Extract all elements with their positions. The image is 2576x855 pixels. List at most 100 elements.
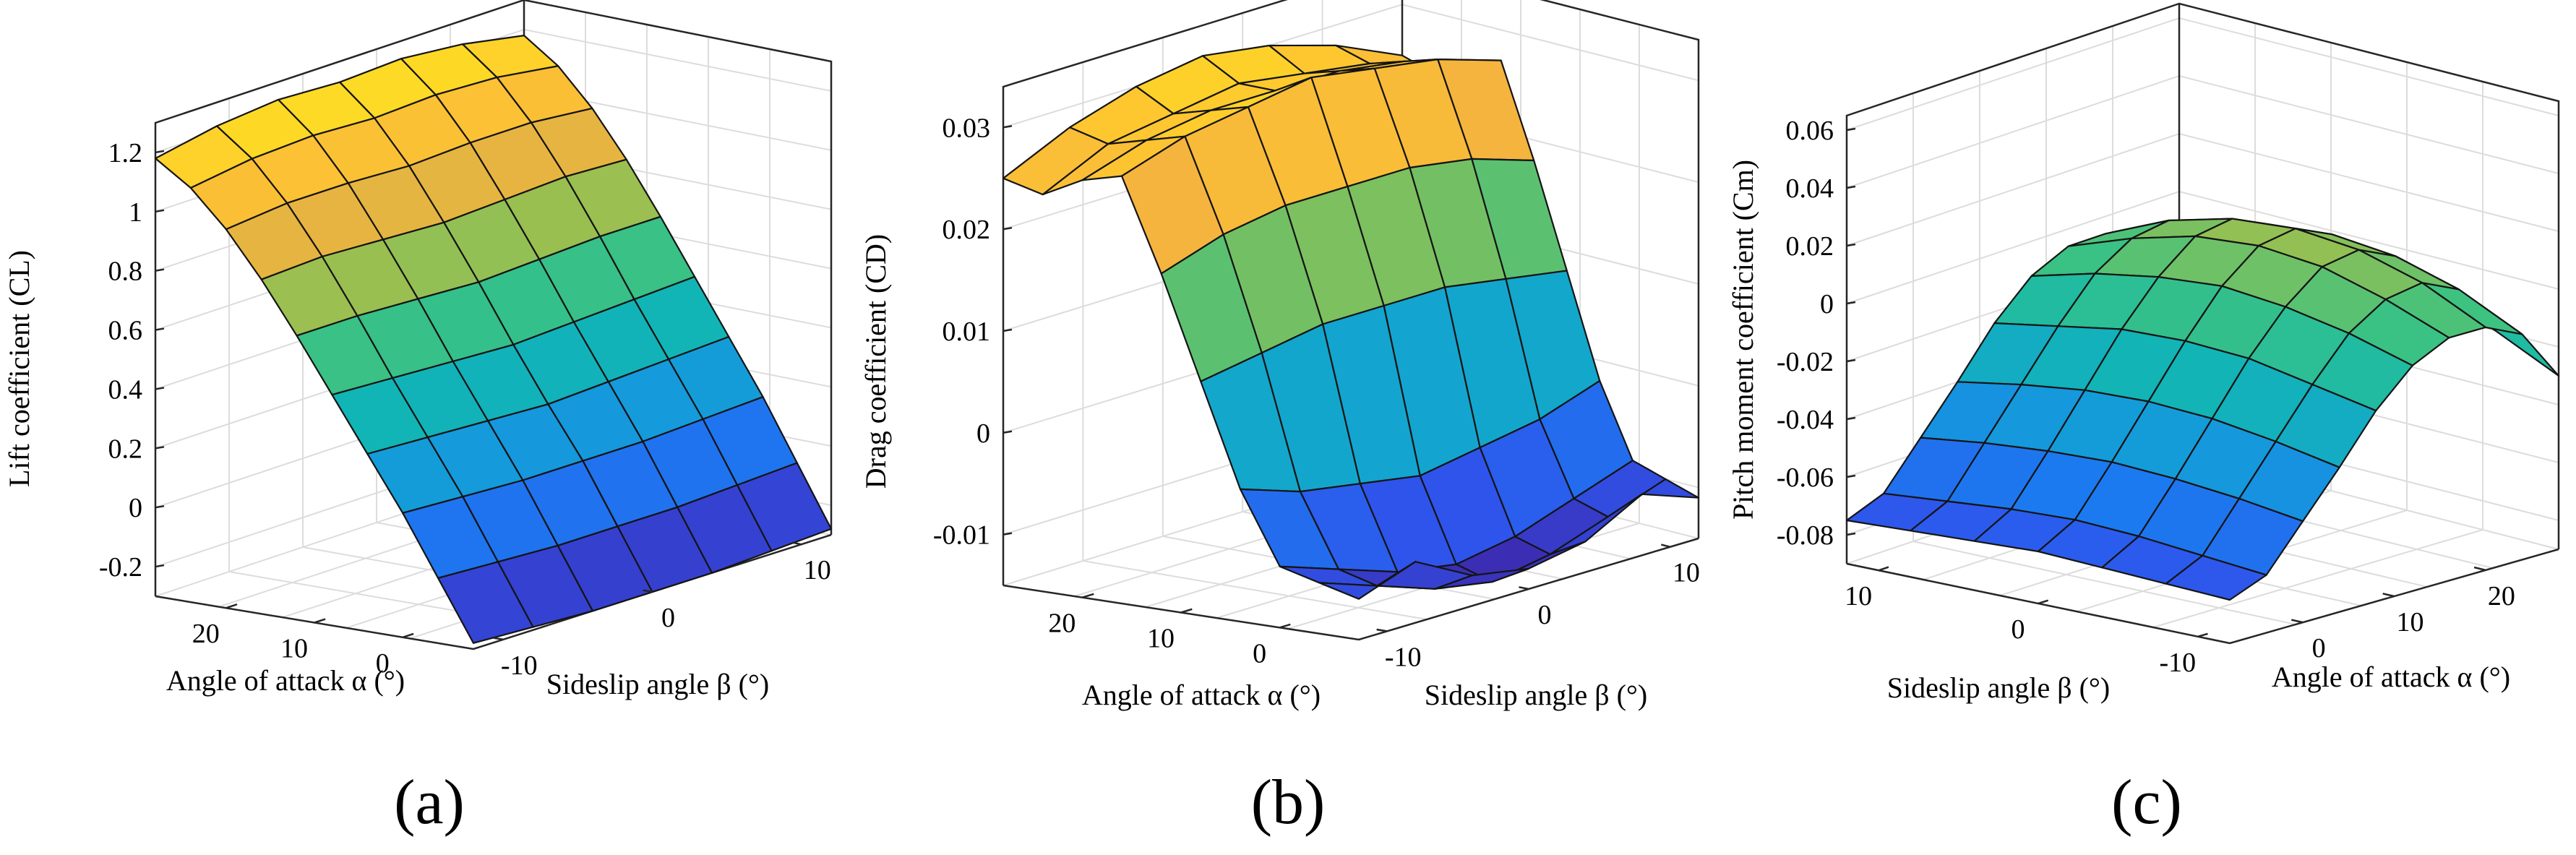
z-tick-label: 0.01 (943, 317, 991, 347)
panel-caption-a: (a) (394, 768, 465, 838)
alpha-tick-label: 10 (280, 634, 308, 664)
back-wall-edges (154, 0, 833, 596)
beta-tick-label: -10 (2160, 648, 2197, 678)
z-tick-mark (155, 446, 165, 450)
z-tick-mark (1846, 532, 1856, 536)
z-tick-mark (155, 564, 165, 568)
beta-tick-mark (1376, 628, 1388, 632)
z-tick-mark (1846, 301, 1856, 305)
z-tick-mark (1846, 243, 1856, 247)
z-tick-mark (1003, 532, 1013, 536)
z-tick-label: -0.04 (1777, 405, 1834, 435)
beta-tick-label: 10 (804, 555, 831, 585)
z-tick-label: 0.6 (108, 316, 143, 346)
alpha-tick-mark (314, 618, 326, 624)
alpha-tick-label: 0 (1253, 638, 1266, 669)
floor-front-edges (1003, 537, 1699, 641)
beta-tick-mark (2197, 632, 2208, 638)
floor-ticks: 20 10 0 -10 0 10 (1048, 543, 1700, 672)
alpha-tick-label: 20 (1048, 609, 1076, 639)
beta-tick-mark (1519, 586, 1529, 590)
alpha-tick-mark (1279, 623, 1291, 629)
beta-axis-label: Sideslip angle β (°) (1887, 671, 2111, 704)
z-tick-mark (1003, 328, 1013, 332)
beta-tick-label: -10 (501, 650, 538, 681)
alpha-tick-label: 0 (2312, 633, 2326, 663)
z-tick-label: 1 (129, 197, 142, 228)
surface-facet (1318, 561, 1417, 600)
beta-tick-mark (1878, 566, 1889, 572)
alpha-axis-label: Angle of attack α (°) (1082, 679, 1321, 711)
z-tick-label: 0.4 (108, 374, 143, 405)
beta-axis-label: Sideslip angle β (°) (546, 668, 770, 700)
axis-labels: Angle of attack α (°) Sideslip angle β (°… (859, 234, 1647, 711)
z-tick-label: -0.2 (99, 552, 142, 583)
z-tick-mark (1846, 358, 1856, 363)
floor-gridline (1912, 541, 2296, 625)
alpha-tick-mark (226, 603, 238, 609)
z-tick-mark (1846, 185, 1856, 189)
axis-labels: Angle of attack α (°) Sideslip angle β (°… (1727, 160, 2510, 704)
z-axis-label: Drag coefficient (CD) (859, 234, 892, 489)
beta-tick-label: -10 (1385, 642, 1422, 672)
z-tick-mark (155, 268, 165, 272)
surface (1845, 218, 2560, 601)
axis-labels: Angle of attack α (°) Sideslip angle β (°… (3, 250, 769, 700)
z-tick-label: 0.2 (108, 434, 143, 464)
z-tick-label: -0.02 (1777, 347, 1834, 377)
z-axis-label: Pitch moment coefficient (Cm) (1727, 160, 1759, 520)
alpha-tick-label: 20 (192, 619, 220, 649)
surface-facet (2165, 554, 2267, 601)
beta-tick-label: 0 (2012, 614, 2025, 645)
panel-caption-b: (b) (1250, 768, 1326, 838)
z-tick-label: -0.08 (1777, 520, 1834, 551)
panel-c: -0.08 -0.06 -0.04 -0.02 0 0.02 0.04 0.06 10 0 -10 0… (1717, 0, 2576, 855)
z-tick-label: 0.02 (1786, 231, 1834, 262)
z-tick-label: 0 (1820, 289, 1834, 319)
alpha-tick-mark (2382, 593, 2395, 598)
panel-caption-c: (c) (2111, 768, 2182, 838)
beta-tick-label: 10 (1845, 581, 1872, 611)
alpha-tick-label: 10 (2397, 607, 2424, 637)
alpha-axis-label: Angle of attack α (°) (2272, 661, 2510, 693)
z-axis-label: Lift coefficient (CL) (3, 250, 35, 487)
beta-tick-label: 10 (1673, 558, 1700, 588)
alpha-tick-label: 20 (2488, 581, 2515, 611)
z-tick-label: 0.04 (1786, 173, 1834, 204)
panel-a: -0.2 0 0.2 0.4 0.6 0.8 1 1.2 20 10 0 -10 0 10 Angle of… (0, 0, 859, 855)
surface (1002, 44, 1700, 600)
z-tick-label: -0.06 (1777, 463, 1834, 493)
floor-front-edges (1846, 548, 2559, 645)
alpha-tick-label: 10 (1147, 624, 1175, 654)
alpha-axis-label: Angle of attack α (°) (166, 664, 405, 697)
beta-axis-label: Sideslip angle β (°) (1425, 679, 1648, 711)
z-tick-mark (155, 387, 165, 390)
z-tick-mark (155, 209, 165, 213)
z-tick-label: 1.2 (108, 138, 143, 168)
alpha-tick-mark (402, 632, 414, 638)
z-tick-mark (155, 150, 165, 154)
beta-tick-mark (2038, 599, 2049, 605)
z-tick-mark (155, 504, 165, 509)
z-tick-mark (1003, 125, 1013, 129)
alpha-tick-mark (2291, 619, 2304, 624)
z-tick-mark (155, 327, 165, 331)
z-tick-mark (1846, 416, 1856, 421)
z-tick-label: 0.8 (108, 257, 143, 287)
z-tick-label: 0 (129, 493, 142, 523)
floor-gridline (1083, 560, 1427, 620)
back-wall-edges (1002, 0, 1700, 585)
z-tick-mark (1003, 226, 1013, 231)
surface-facet (437, 561, 534, 644)
z-tick-label: 0.06 (1786, 116, 1834, 146)
z-tick-mark (1003, 430, 1013, 434)
beta-tick-mark (1661, 543, 1671, 548)
beta-tick-mark (791, 541, 802, 546)
z-tick-mark (1846, 474, 1856, 478)
floor-ticks: 10 0 -10 0 10 20 (1845, 566, 2515, 678)
pitch-moment-coefficient-surface-plot: -0.08 -0.06 -0.04 -0.02 0 0.02 0.04 0.06 10 0 -10 0… (1727, 2, 2560, 704)
floor-ticks: 20 10 0 -10 0 10 (192, 541, 831, 681)
z-tick-label: 0.02 (943, 215, 991, 245)
